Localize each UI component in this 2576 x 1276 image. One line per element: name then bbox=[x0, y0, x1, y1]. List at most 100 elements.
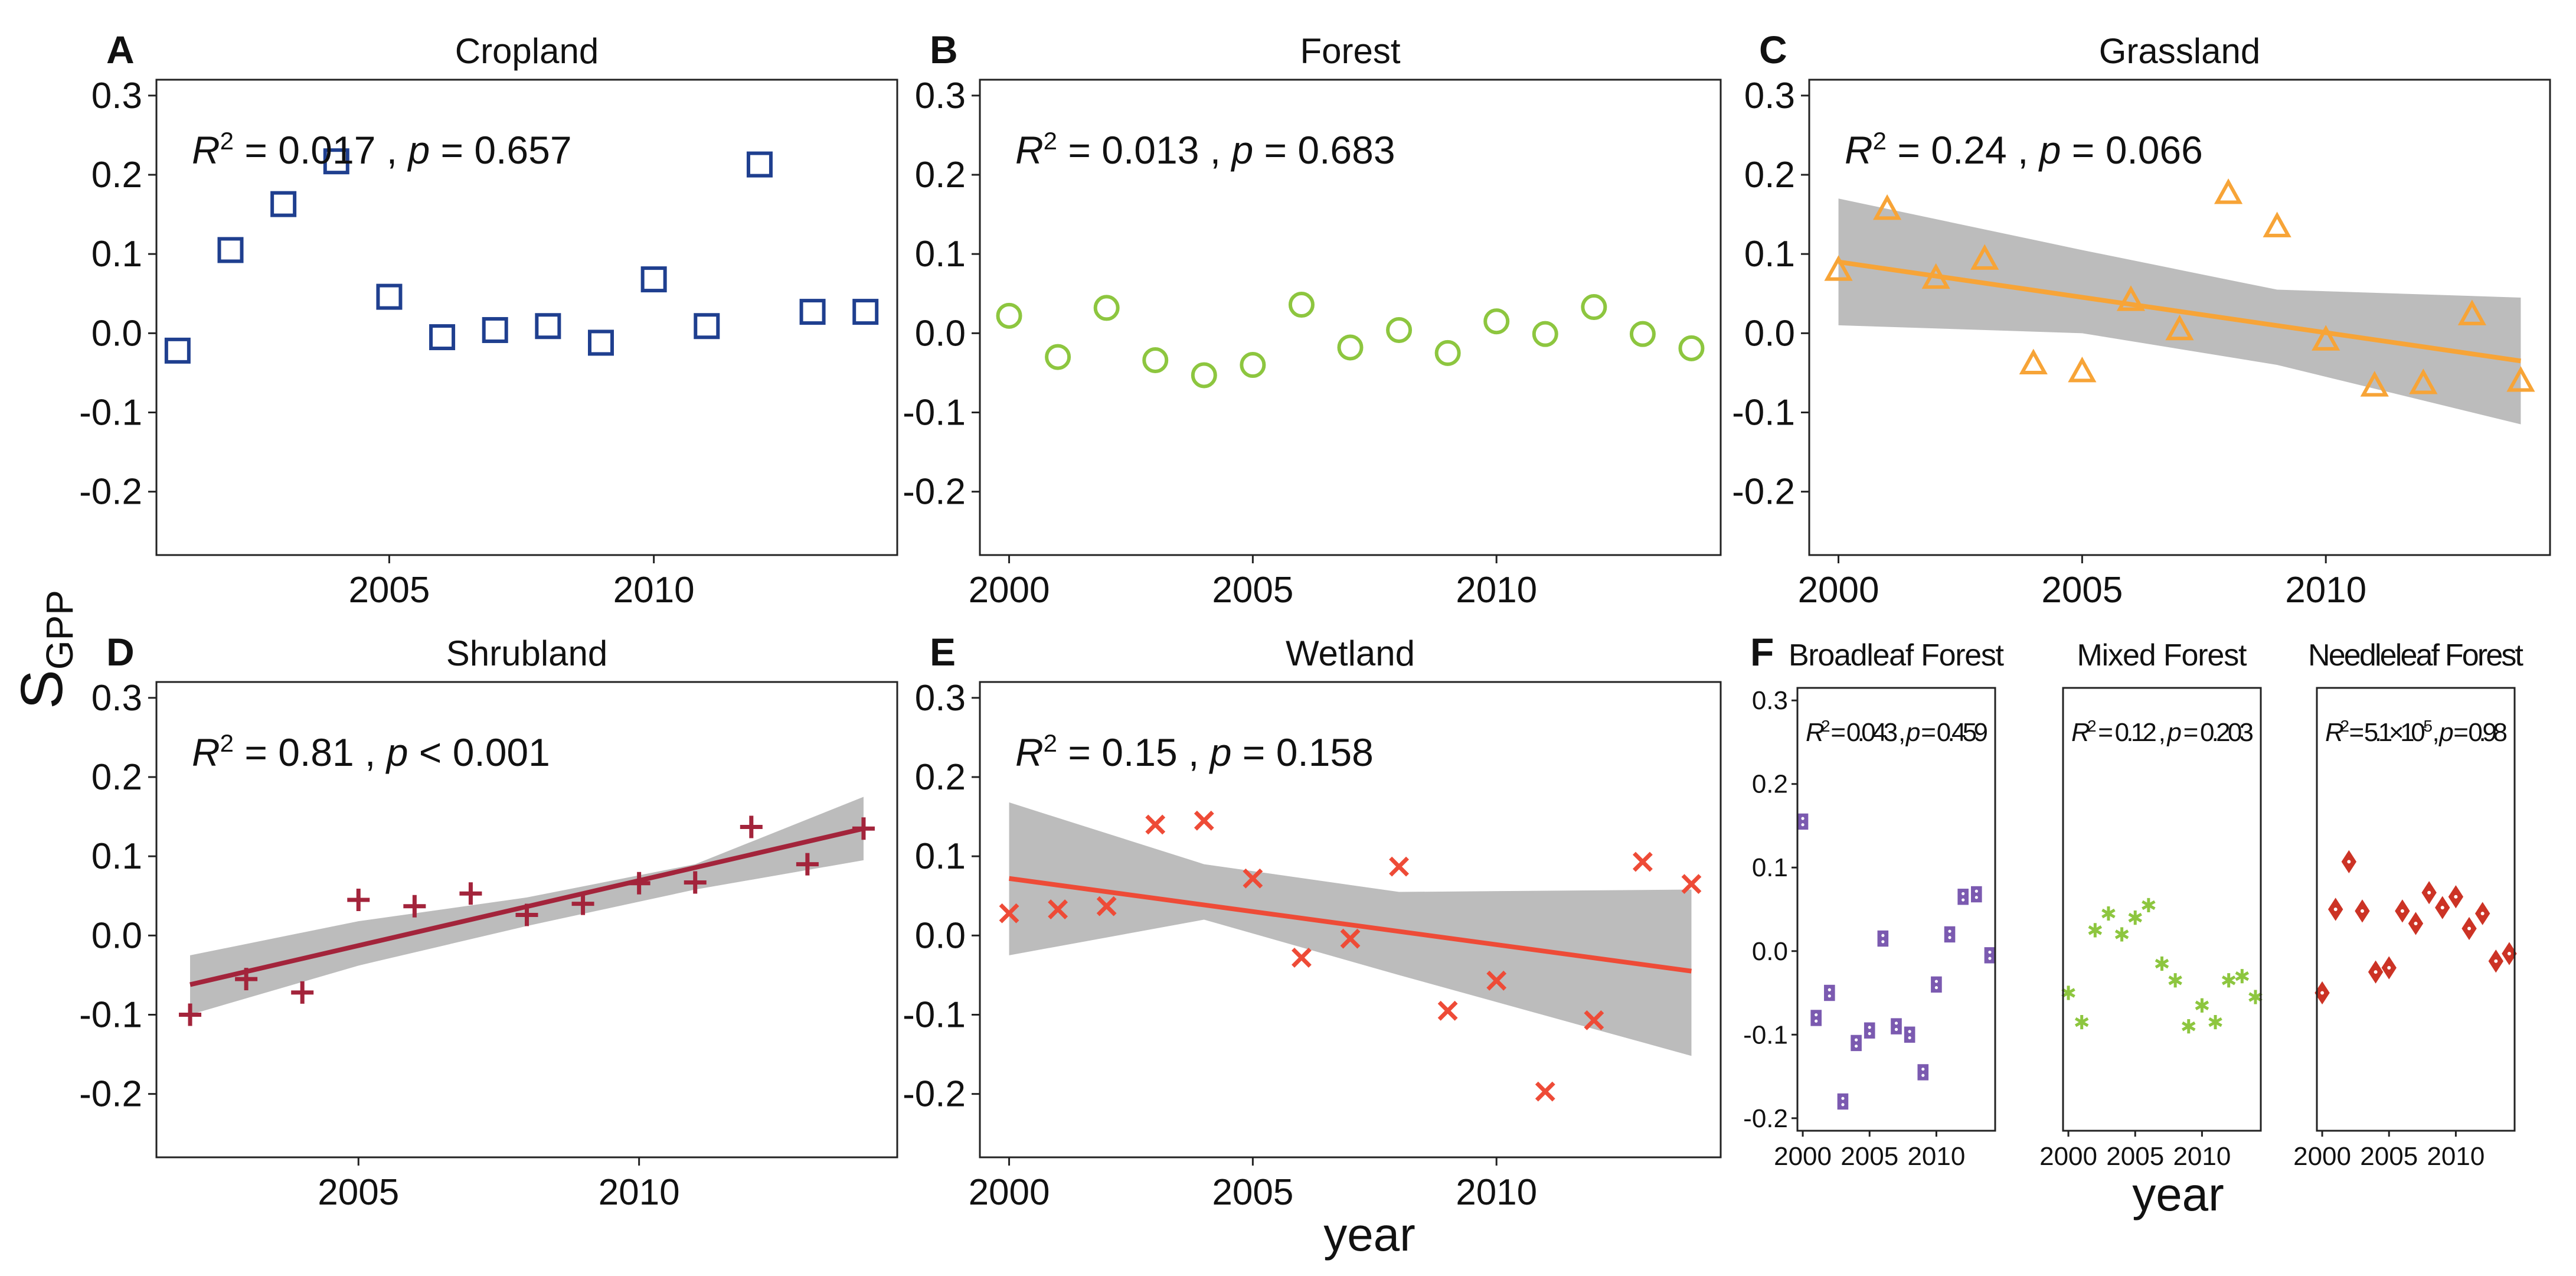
p-comparator: < bbox=[419, 730, 442, 774]
y-tick-label: 0.3 bbox=[1752, 686, 1788, 715]
data-point bbox=[2342, 851, 2356, 873]
data-point-dot-bottom bbox=[1881, 940, 1884, 943]
data-point-dot bbox=[2481, 912, 2485, 915]
y-axis-label-subscript: GPP bbox=[38, 590, 81, 670]
p-value: 0.158 bbox=[1276, 730, 1374, 774]
y-axis-label: SGPP bbox=[9, 590, 81, 709]
data-point bbox=[1680, 337, 1702, 360]
data-point-dot bbox=[2361, 909, 2364, 913]
data-point bbox=[1437, 342, 1459, 364]
data-point bbox=[695, 315, 718, 337]
data-point bbox=[1193, 364, 1215, 386]
data-point bbox=[1931, 977, 1942, 992]
data-point bbox=[2129, 911, 2142, 925]
data-point bbox=[1632, 323, 1654, 345]
y-tick-label: 0.1 bbox=[915, 234, 966, 275]
stats-annotation: R2 = 0.043 , p = 0.459 bbox=[1806, 717, 1988, 747]
space bbox=[1253, 128, 1264, 172]
data-point bbox=[2075, 1015, 2088, 1029]
x-tick-label: 2005 bbox=[2360, 1142, 2418, 1171]
x-tick-label: 2000 bbox=[969, 570, 1050, 611]
data-point bbox=[1485, 310, 1508, 332]
data-point bbox=[2395, 900, 2410, 922]
p-symbol: p bbox=[407, 128, 430, 172]
data-point bbox=[2436, 896, 2450, 918]
y-tick-label: 0.0 bbox=[1744, 313, 1795, 354]
p-symbol: p bbox=[1209, 730, 1232, 774]
data-point bbox=[1537, 1083, 1554, 1100]
x-axis-label-main: year bbox=[1323, 1208, 1416, 1261]
data-point-body bbox=[1825, 985, 1835, 1000]
data-point bbox=[1534, 323, 1557, 345]
x-tick-label: 2010 bbox=[599, 1172, 680, 1213]
data-point bbox=[272, 193, 295, 216]
data-point bbox=[2476, 902, 2490, 924]
data-point-dot bbox=[2387, 966, 2391, 970]
data-point bbox=[1195, 812, 1212, 829]
data-point bbox=[1290, 293, 1313, 316]
panel-letter: B bbox=[930, 28, 958, 71]
stats-annotation: R2 = 0.017 , p = 0.657 bbox=[192, 127, 572, 172]
equals-sign: = bbox=[234, 730, 278, 774]
data-point-dot-top bbox=[1948, 930, 1951, 933]
r-symbol: R bbox=[1845, 128, 1873, 172]
panel-letter: F bbox=[1750, 630, 1774, 674]
stats-annotation: R2 = 0.013 , p = 0.683 bbox=[1015, 127, 1395, 172]
data-point bbox=[1583, 296, 1605, 318]
r-squared-value: 5.1×10 bbox=[2364, 718, 2425, 747]
y-tick-label: 0.1 bbox=[91, 234, 142, 275]
y-tick-label: -0.1 bbox=[903, 995, 966, 1036]
y-tick-label: 0.1 bbox=[1752, 853, 1788, 882]
r-squared-exponent: 2 bbox=[1873, 127, 1887, 155]
y-tick-label: -0.2 bbox=[79, 1074, 142, 1115]
r-squared-value: 0.12 bbox=[2115, 718, 2157, 747]
y-tick-label: -0.1 bbox=[79, 393, 142, 433]
r-symbol: R bbox=[192, 128, 220, 172]
data-point-dot-top bbox=[1962, 892, 1964, 895]
data-point-dot-bottom bbox=[1988, 957, 1991, 960]
data-point bbox=[1904, 1027, 1915, 1042]
data-point bbox=[740, 816, 763, 838]
p-value: 0.459 bbox=[1937, 718, 1988, 747]
data-point bbox=[1851, 1035, 1862, 1050]
stats-annotation: R2 = 0.24 , p = 0.066 bbox=[1845, 127, 2203, 172]
panel-letter: C bbox=[1759, 28, 1787, 71]
panel-title: Needleleaf Forest bbox=[2308, 638, 2524, 673]
data-point bbox=[1391, 858, 1408, 875]
x-tick-label: 2000 bbox=[2039, 1142, 2097, 1171]
panel-c: 2000 2005 2010 -0.2 -0.1 0.0 0.1 0.2 0.3 Grasslan… bbox=[1732, 28, 2550, 611]
y-tick-label: 0.0 bbox=[91, 313, 142, 354]
data-point bbox=[2071, 360, 2093, 380]
data-point-dot bbox=[2374, 970, 2378, 974]
data-point-body bbox=[1972, 886, 1982, 902]
y-tick-label: 0.3 bbox=[915, 76, 966, 116]
data-point bbox=[1388, 319, 1410, 341]
data-point-dot-top bbox=[1801, 817, 1804, 820]
data-point bbox=[1147, 816, 1164, 833]
space bbox=[2094, 128, 2105, 172]
data-point-dot bbox=[2334, 908, 2338, 911]
r-symbol: R bbox=[1015, 128, 1044, 172]
equals-sign: = bbox=[1057, 730, 1101, 774]
data-point bbox=[748, 154, 771, 176]
data-point bbox=[1811, 1010, 1822, 1026]
data-point bbox=[2196, 998, 2208, 1013]
panel-title: Mixed Forest bbox=[2077, 638, 2248, 673]
r-symbol: R bbox=[1015, 730, 1044, 774]
data-point bbox=[643, 268, 665, 291]
panel-title: Wetland bbox=[1286, 634, 1415, 673]
data-point-dot bbox=[2454, 895, 2457, 899]
data-point bbox=[2329, 898, 2343, 920]
x-tick-label: 2010 bbox=[2285, 570, 2366, 611]
data-point bbox=[854, 301, 877, 323]
y-tick-label: 0.2 bbox=[1752, 770, 1788, 799]
data-point bbox=[1634, 853, 1651, 870]
equals-sign: = bbox=[2094, 718, 2118, 747]
data-point-body bbox=[1878, 931, 1888, 946]
y-tick-label: -0.2 bbox=[903, 472, 966, 513]
data-point-dot bbox=[2414, 922, 2418, 925]
x-tick-label: 2010 bbox=[1456, 570, 1537, 611]
data-point bbox=[1825, 985, 1835, 1000]
data-point-body bbox=[1864, 1023, 1875, 1038]
data-point-dot-bottom bbox=[1801, 823, 1804, 826]
